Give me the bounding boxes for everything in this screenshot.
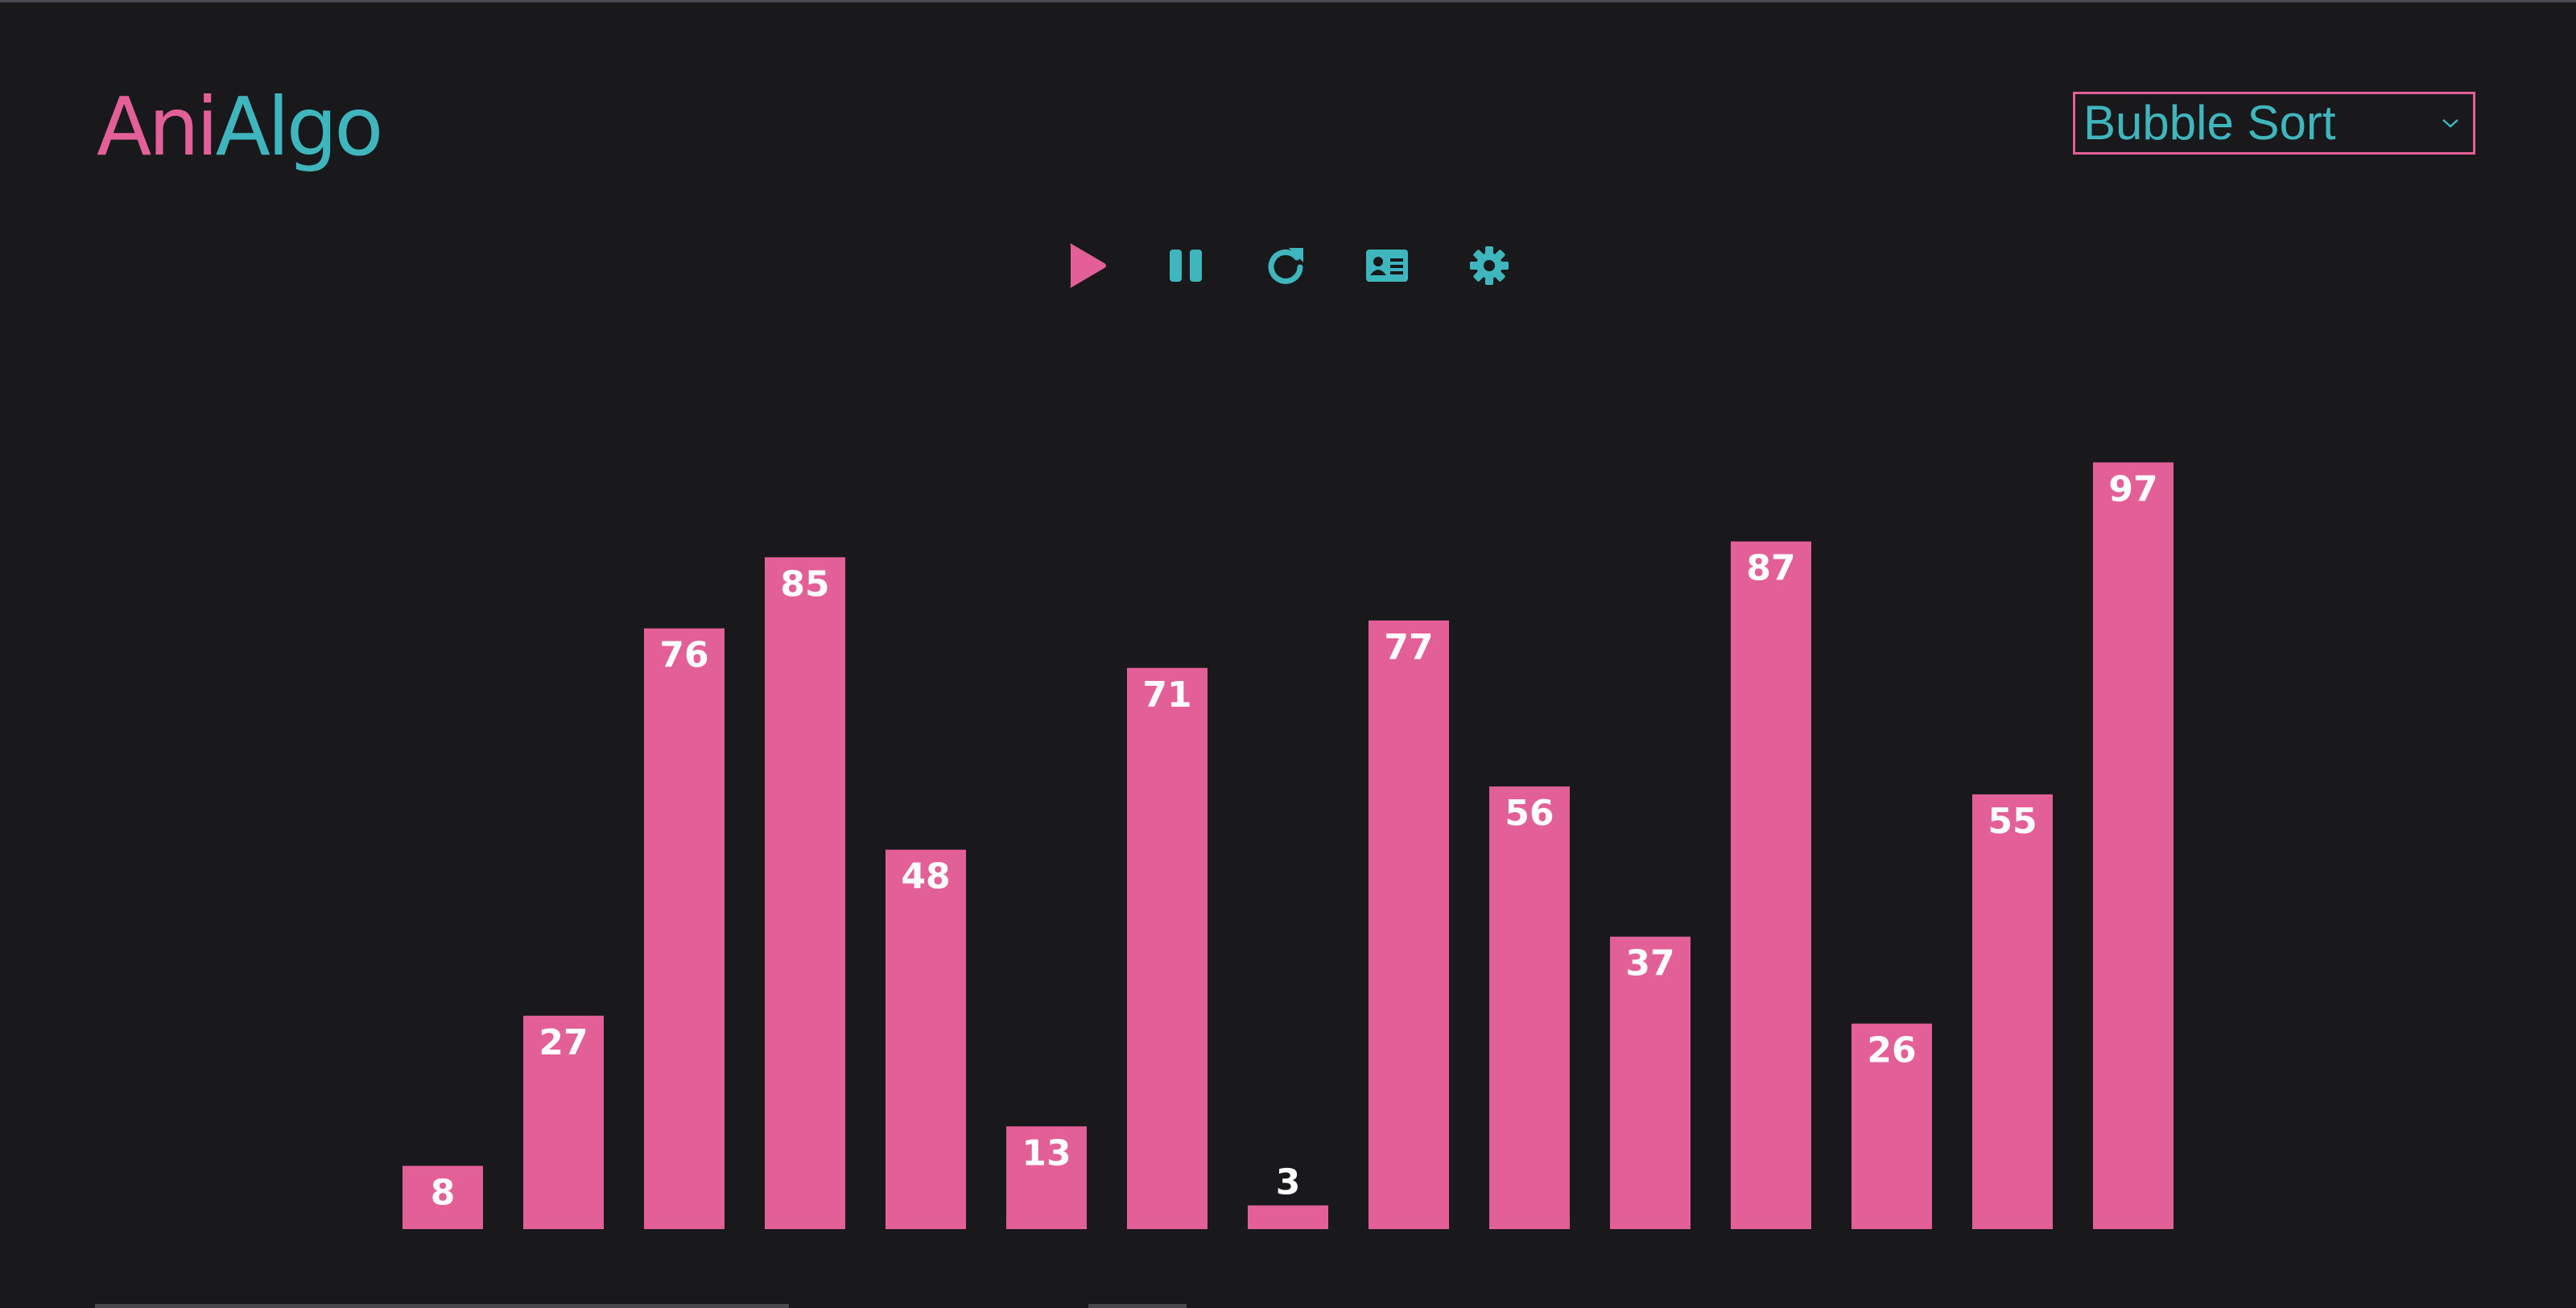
bar-11 bbox=[1731, 541, 1811, 1229]
bar-5 bbox=[1006, 1126, 1087, 1229]
bar-label-13: 55 bbox=[1988, 801, 2037, 842]
bar-label-14: 97 bbox=[2108, 468, 2157, 510]
app-logo: AniAlgo bbox=[97, 79, 384, 175]
top-border bbox=[0, 0, 2576, 2]
id-card-icon bbox=[1366, 250, 1408, 282]
chevron-down-icon bbox=[2442, 119, 2458, 128]
pause-button[interactable] bbox=[1158, 233, 1214, 298]
bar-0 bbox=[402, 1166, 483, 1229]
bar-label-6: 71 bbox=[1142, 675, 1191, 716]
bar-14 bbox=[2093, 462, 2174, 1229]
scrollbar-thumb[interactable] bbox=[95, 1304, 789, 1308]
bar-label-9: 56 bbox=[1505, 793, 1554, 834]
bar-8 bbox=[1368, 620, 1449, 1229]
settings-button[interactable] bbox=[1461, 233, 1517, 298]
bar-13 bbox=[1972, 794, 2053, 1229]
play-icon bbox=[1070, 243, 1106, 288]
redo-icon bbox=[1268, 248, 1303, 284]
logo-text-algo: Algo bbox=[215, 80, 384, 174]
bar-label-5: 13 bbox=[1022, 1133, 1071, 1174]
bar-7 bbox=[1248, 1205, 1328, 1229]
bar-12 bbox=[1852, 1023, 1932, 1229]
bar-label-4: 48 bbox=[901, 856, 950, 897]
horizontal-scrollbar[interactable] bbox=[0, 1302, 2576, 1308]
bar-6 bbox=[1127, 667, 1208, 1229]
bar-label-8: 77 bbox=[1384, 627, 1433, 668]
logo-text-ani: Ani bbox=[97, 80, 219, 174]
bar-label-0: 8 bbox=[431, 1172, 456, 1213]
bar-2 bbox=[644, 628, 724, 1229]
bar-label-11: 87 bbox=[1746, 548, 1795, 589]
gear-icon bbox=[1470, 246, 1509, 285]
bar-label-3: 85 bbox=[780, 563, 829, 604]
reset-button[interactable] bbox=[1257, 233, 1314, 298]
bar-label-1: 27 bbox=[539, 1022, 588, 1063]
bar-4 bbox=[886, 849, 966, 1229]
play-button[interactable] bbox=[1059, 233, 1115, 298]
algorithm-select[interactable]: Bubble Sort bbox=[2073, 92, 2475, 155]
bar-1 bbox=[523, 1015, 604, 1229]
playback-controls bbox=[0, 233, 2576, 298]
bar-label-12: 26 bbox=[1867, 1030, 1916, 1071]
bar-label-10: 37 bbox=[1625, 943, 1674, 984]
info-button[interactable] bbox=[1359, 233, 1415, 298]
bar-10 bbox=[1610, 936, 1690, 1229]
bar-label-7: 3 bbox=[1276, 1162, 1301, 1203]
scrollbar-thumb-secondary[interactable] bbox=[1088, 1304, 1187, 1308]
pause-icon bbox=[1170, 250, 1202, 282]
bar-9 bbox=[1489, 786, 1570, 1229]
algorithm-select-value: Bubble Sort bbox=[2083, 96, 2336, 150]
bar-3 bbox=[765, 557, 845, 1229]
bar-label-2: 76 bbox=[659, 635, 708, 676]
